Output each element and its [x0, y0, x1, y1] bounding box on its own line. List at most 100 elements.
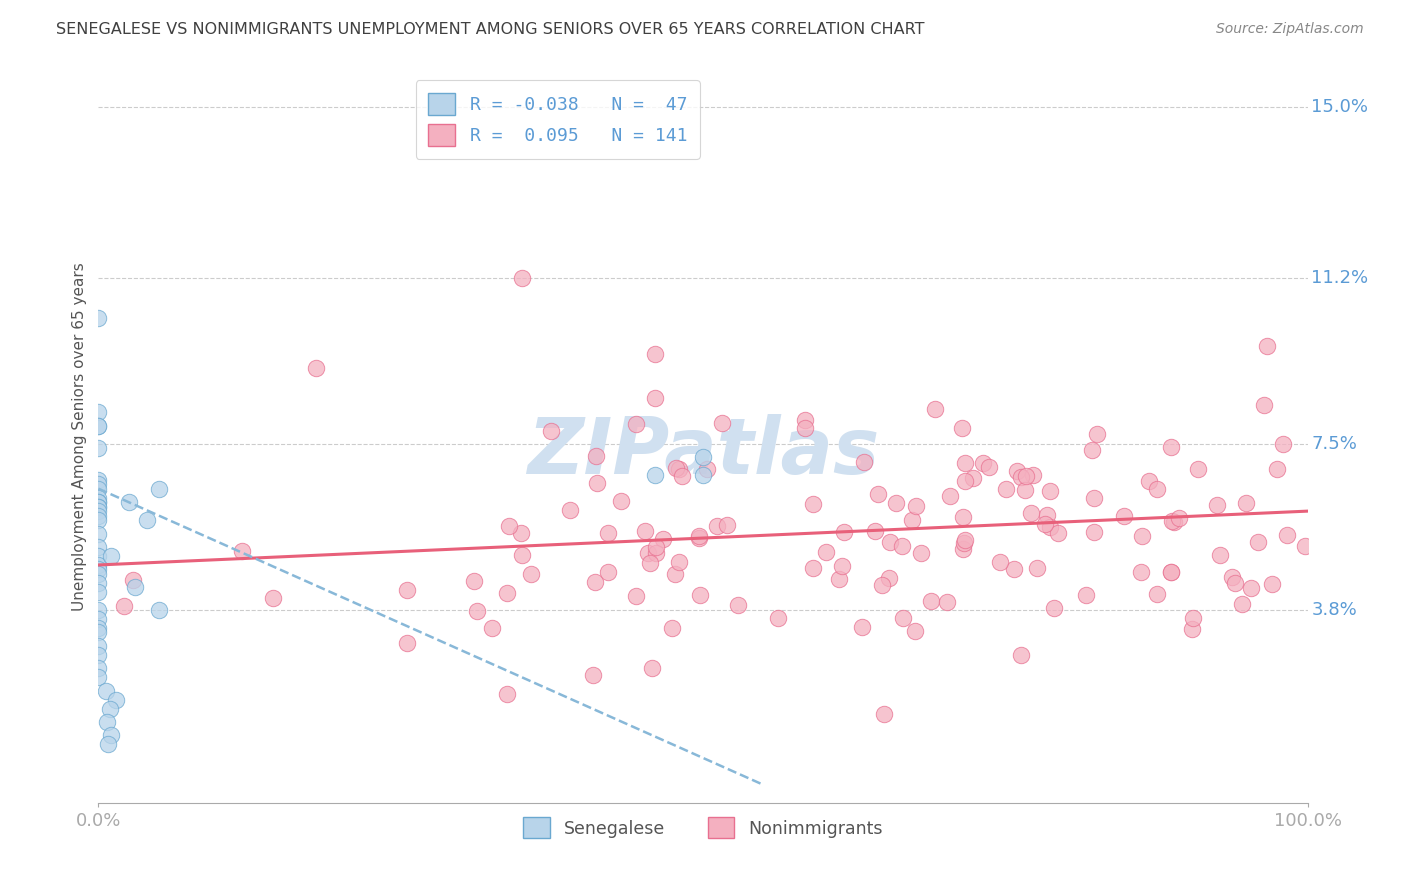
Point [1146, 587, 1168, 601]
Point [852, 455, 875, 469]
Point [910, 546, 932, 560]
Point [262, 591, 284, 606]
Point [952, 509, 974, 524]
Point [87, 648, 110, 662]
Point [1234, 496, 1257, 510]
Point [1220, 570, 1243, 584]
Point [626, 589, 648, 603]
Point [1074, 589, 1097, 603]
Point [879, 534, 901, 549]
Point [87, 661, 110, 675]
Point [901, 513, 924, 527]
Point [1181, 611, 1204, 625]
Point [664, 566, 686, 581]
Point [952, 541, 974, 556]
Point [465, 605, 488, 619]
Point [644, 540, 666, 554]
Point [87, 418, 110, 433]
Point [510, 270, 533, 285]
Point [87, 540, 110, 554]
Point [100, 729, 122, 743]
Point [540, 425, 562, 439]
Point [1160, 566, 1182, 580]
Point [936, 594, 959, 608]
Point [1230, 597, 1253, 611]
Point [638, 557, 661, 571]
Text: 15.0%: 15.0% [1312, 98, 1368, 116]
Point [135, 513, 157, 527]
Point [688, 529, 710, 543]
Point [512, 548, 534, 562]
Point [815, 545, 838, 559]
Point [87, 639, 110, 653]
Point [87, 603, 110, 617]
Point [87, 585, 110, 599]
Point [1277, 528, 1299, 542]
Point [87, 558, 110, 572]
Point [598, 565, 620, 579]
Point [1168, 510, 1191, 524]
Text: SENEGALESE VS NONIMMIGRANTS UNEMPLOYMENT AMONG SENIORS OVER 65 YEARS CORRELATION: SENEGALESE VS NONIMMIGRANTS UNEMPLOYMENT… [56, 22, 925, 37]
Point [831, 559, 853, 574]
Point [1039, 519, 1062, 533]
Point [87, 495, 110, 509]
Point [87, 477, 110, 491]
Point [94, 683, 117, 698]
Point [1010, 469, 1032, 483]
Point [689, 588, 711, 602]
Point [1010, 648, 1032, 662]
Point [766, 611, 789, 625]
Point [97, 738, 120, 752]
Point [124, 581, 146, 595]
Point [148, 482, 170, 496]
Point [118, 495, 141, 509]
Point [87, 508, 110, 523]
Point [87, 625, 110, 640]
Point [1240, 582, 1263, 596]
Point [586, 476, 609, 491]
Point [87, 500, 110, 514]
Point [509, 525, 531, 540]
Point [100, 549, 122, 563]
Point [395, 583, 418, 598]
Text: 3.8%: 3.8% [1312, 601, 1357, 619]
Point [866, 486, 889, 500]
Point [498, 518, 520, 533]
Point [851, 620, 873, 634]
Point [1294, 539, 1316, 553]
Point [1265, 462, 1288, 476]
Point [87, 482, 110, 496]
Point [87, 549, 110, 563]
Point [641, 660, 664, 674]
Point [395, 636, 418, 650]
Point [1187, 462, 1209, 476]
Point [995, 483, 1018, 497]
Point [1047, 526, 1070, 541]
Y-axis label: Unemployment Among Seniors over 65 years: Unemployment Among Seniors over 65 years [72, 263, 87, 611]
Point [1146, 482, 1168, 496]
Text: Source: ZipAtlas.com: Source: ZipAtlas.com [1216, 22, 1364, 37]
Point [598, 525, 620, 540]
Point [1130, 566, 1153, 580]
Point [1081, 443, 1104, 458]
Point [87, 418, 110, 433]
Point [87, 575, 110, 590]
Point [1137, 474, 1160, 488]
Point [105, 692, 128, 706]
Point [952, 421, 974, 435]
Point [872, 707, 894, 722]
Point [877, 571, 900, 585]
Point [121, 573, 143, 587]
Point [668, 462, 690, 476]
Point [939, 490, 962, 504]
Point [96, 714, 118, 729]
Point [87, 621, 110, 635]
Point [87, 513, 110, 527]
Point [1225, 576, 1247, 591]
Point [87, 566, 110, 581]
Point [496, 687, 519, 701]
Point [495, 585, 517, 599]
Point [634, 524, 657, 538]
Legend: Senegalese, Nonimmigrants: Senegalese, Nonimmigrants [516, 810, 890, 846]
Point [884, 496, 907, 510]
